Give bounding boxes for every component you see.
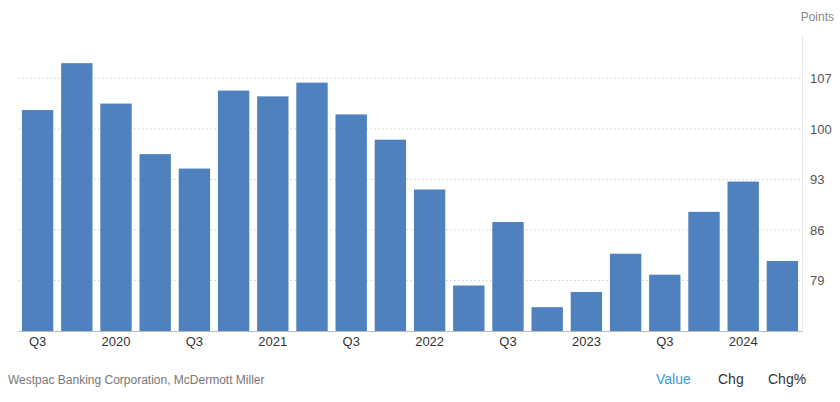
x-tick-label: 2023 <box>572 334 601 349</box>
bar <box>375 140 406 331</box>
x-tick: 2022 <box>415 331 444 349</box>
y-tick-label: 86 <box>810 223 824 238</box>
x-tick: Q3 <box>499 331 516 349</box>
y-tick-label: 93 <box>810 172 824 187</box>
x-tick: 2021 <box>258 331 287 349</box>
view-button[interactable]: Value <box>656 371 691 387</box>
bar <box>336 114 367 331</box>
bar <box>610 254 641 331</box>
x-tick-label: 2024 <box>729 334 758 349</box>
y-tick: 86 <box>802 223 824 238</box>
x-tick: Q3 <box>29 331 46 349</box>
x-tick: Q3 <box>656 331 673 349</box>
grid <box>18 78 802 280</box>
x-axis-line <box>19 331 803 332</box>
grid-line <box>18 179 802 180</box>
x-tick-label: Q3 <box>343 334 360 349</box>
x-tick-label: Q3 <box>499 334 516 349</box>
grid-line <box>18 78 802 79</box>
x-tick: 2023 <box>572 331 601 349</box>
y-tick-label: 79 <box>810 273 824 288</box>
bar <box>532 307 563 331</box>
x-axis: Q3 2020 Q3 2021 Q3 2022 Q3 2023 Q3 2024 <box>19 331 803 349</box>
bar <box>688 212 719 331</box>
view-button[interactable]: Chg% <box>768 371 806 387</box>
x-tick-label: 2020 <box>102 334 131 349</box>
bars <box>22 63 798 331</box>
bar <box>767 261 798 331</box>
chart: Q3 2020 Q3 2021 Q3 2022 Q3 2023 Q3 2024 79 86 93 100 1… <box>0 0 840 402</box>
x-tick-label: 2022 <box>415 334 444 349</box>
grid-line <box>18 229 802 230</box>
y-axis: 79 86 93 100 107 <box>802 36 832 332</box>
y-axis-line <box>802 36 803 332</box>
bar <box>728 182 759 331</box>
y-tick: 107 <box>802 71 832 86</box>
x-tick-label: 2021 <box>258 334 287 349</box>
view-button[interactable]: Chg <box>718 371 744 387</box>
x-tick-label: Q3 <box>656 334 673 349</box>
view-buttons: Value Chg Chg% <box>656 371 806 387</box>
bar <box>22 110 53 331</box>
bar <box>61 63 92 331</box>
y-tick: 93 <box>802 172 824 187</box>
x-tick: 2020 <box>102 331 131 349</box>
bar <box>100 104 131 331</box>
y-tick: 79 <box>802 273 824 288</box>
bar <box>296 83 327 331</box>
y-tick-label: 100 <box>810 122 832 137</box>
bar <box>414 189 445 331</box>
y-tick: 100 <box>802 122 832 137</box>
grid-line <box>18 280 802 281</box>
x-tick-label: Q3 <box>186 334 203 349</box>
x-tick: Q3 <box>186 331 203 349</box>
y-axis-title: Points <box>801 10 834 24</box>
bar <box>492 222 523 331</box>
x-tick-label: Q3 <box>29 334 46 349</box>
bar <box>179 169 210 331</box>
x-tick: Q3 <box>343 331 360 349</box>
bar <box>140 154 171 331</box>
grid-line <box>18 128 802 129</box>
bar <box>649 275 680 331</box>
bar <box>453 286 484 331</box>
x-tick: 2024 <box>729 331 758 349</box>
bar <box>257 96 288 331</box>
source: Westpac Banking Corporation, McDermott M… <box>8 373 265 387</box>
bar <box>218 91 249 331</box>
y-tick-label: 107 <box>810 71 832 86</box>
bar <box>571 292 602 331</box>
